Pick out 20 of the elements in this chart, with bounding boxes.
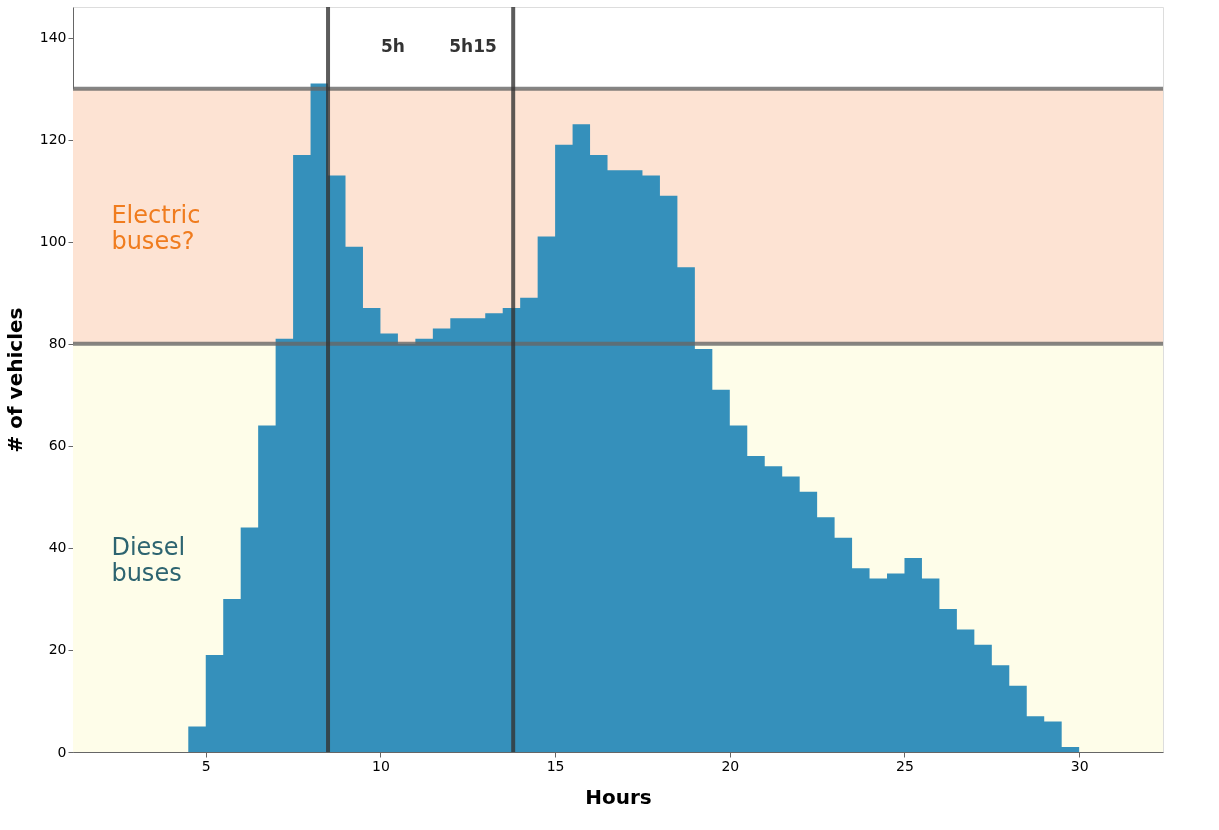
y-tick-label: 20 bbox=[48, 641, 67, 658]
y-tick-label: 120 bbox=[39, 131, 67, 148]
x-tick-label: 5 bbox=[201, 757, 211, 774]
x-tick-label: 25 bbox=[896, 757, 914, 774]
band-label: Diesel buses bbox=[111, 532, 186, 587]
annotation: 5h bbox=[381, 36, 405, 56]
y-tick-label: 100 bbox=[39, 233, 67, 250]
y-tick-label: 40 bbox=[48, 539, 67, 556]
x-tick-label: 10 bbox=[372, 757, 390, 774]
y-tick-label: 80 bbox=[48, 335, 67, 352]
x-tick-label: 30 bbox=[1070, 757, 1089, 774]
y-tick-label: 140 bbox=[39, 29, 67, 46]
x-tick-label: 20 bbox=[721, 757, 740, 774]
x-tick-label: 15 bbox=[546, 757, 565, 774]
y-axis-title: # of vehicles bbox=[2, 307, 27, 453]
annotation: 5h15 bbox=[449, 36, 497, 56]
y-tick-label: 0 bbox=[57, 743, 67, 760]
x-axis-title: Hours bbox=[585, 784, 652, 809]
y-tick-label: 60 bbox=[48, 437, 67, 454]
band-label: Electric buses? bbox=[111, 201, 201, 256]
